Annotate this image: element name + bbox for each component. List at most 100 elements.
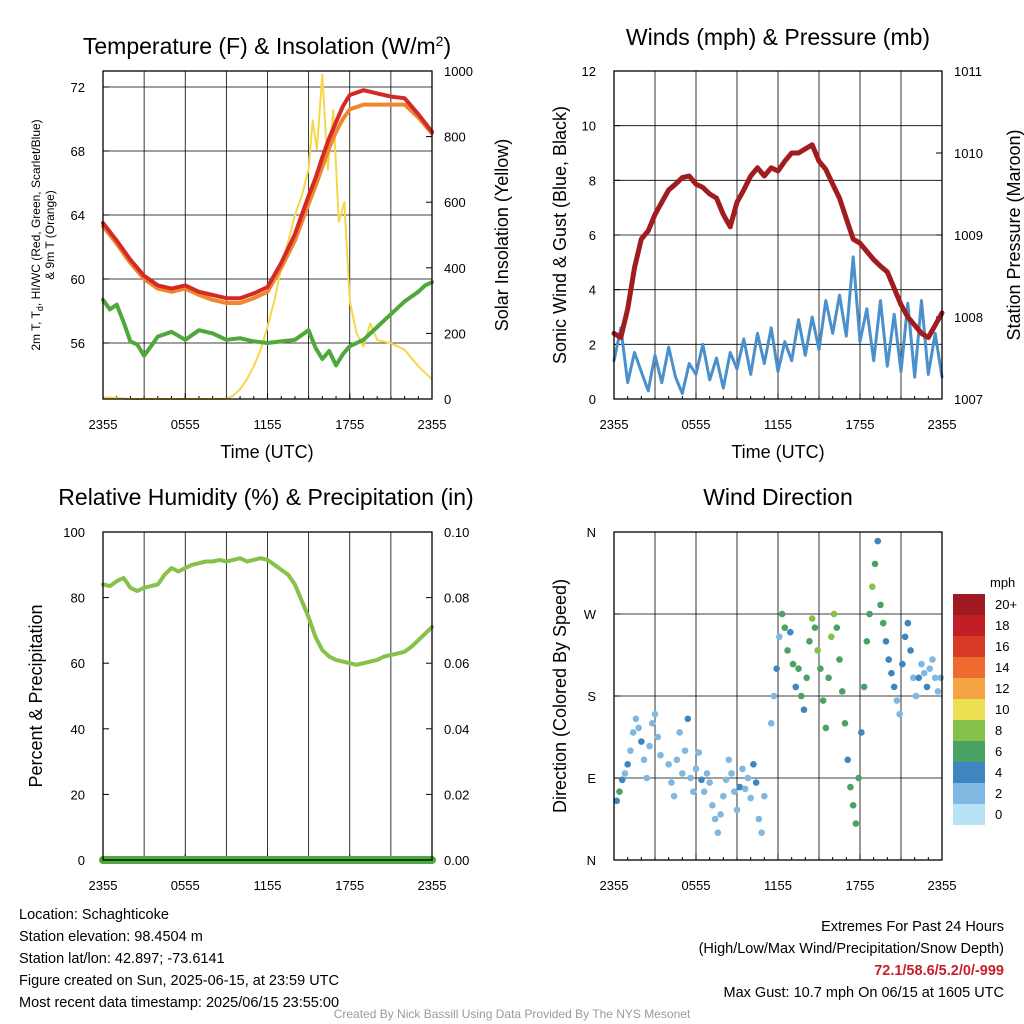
direction-point	[836, 656, 843, 663]
colorbar-label: 20+	[995, 597, 1017, 612]
direction-point	[937, 674, 944, 682]
direction-point	[828, 633, 835, 641]
x-tick-label: 1755	[846, 878, 875, 893]
direction-point	[695, 749, 703, 756]
direction-point	[643, 774, 651, 782]
direction-point	[648, 720, 656, 727]
series-station-pressure	[611, 142, 945, 340]
direction-point	[931, 674, 939, 682]
x-tick-label: 2355	[928, 417, 957, 432]
direction-point	[646, 742, 653, 750]
x-tick-label: 2355	[928, 878, 957, 893]
direction-point	[621, 770, 629, 777]
x-tick-label: 1155	[254, 878, 282, 893]
direction-point	[789, 660, 797, 668]
y2-tick-label: 0	[444, 392, 451, 407]
series-relative-humidity	[101, 556, 434, 667]
direction-point	[741, 785, 749, 793]
direction-point	[624, 761, 631, 768]
dir-ylabel-left: Direction (Colored By Speed)	[550, 579, 570, 813]
x-tick-label: 2355	[418, 878, 447, 893]
direction-point	[852, 820, 860, 827]
direction-point	[687, 774, 694, 782]
credit-text: Created By Nick Bassill Using Data Provi…	[333, 1007, 691, 1021]
direction-point	[797, 692, 805, 700]
series-td	[101, 280, 434, 368]
panel-humidity: 0 20 40 60 80 100 0.00 0.02 0.04 0.06 0.08 0.10 2355…	[63, 525, 469, 893]
direction-point	[616, 788, 623, 795]
y2-tick-label: 0.04	[444, 722, 469, 737]
x-tick-label: 1155	[764, 878, 792, 893]
direction-point	[934, 688, 942, 695]
direction-point	[858, 729, 865, 736]
extremes-subtitle: (High/Low/Max Wind/Precipitation/Snow De…	[698, 941, 1004, 957]
x-tick-label: 2355	[600, 417, 629, 432]
colorbar-label: 10	[995, 702, 1009, 717]
x-tick-label: 1755	[335, 417, 364, 432]
direction-point	[784, 647, 791, 654]
direction-point	[808, 615, 816, 622]
direction-point	[684, 715, 692, 723]
direction-point	[711, 815, 719, 823]
direction-point	[838, 688, 846, 695]
temp-ylabel-left: 2m T, Td, HI/WC (Red, Green, Scarlet/Blu…	[29, 119, 45, 350]
direction-point	[640, 756, 648, 764]
dir-panel-title: Wind Direction	[703, 484, 853, 510]
direction-point	[651, 710, 659, 718]
direction-point	[855, 774, 862, 782]
direction-point	[767, 720, 775, 727]
direction-point	[806, 638, 813, 645]
direction-point	[689, 788, 697, 795]
panel-direction: N E S W N 2355 0555 1155 1755 2355	[584, 525, 957, 893]
direction-point	[893, 697, 901, 704]
wind-panel-title: Winds (mph) & Pressure (mb)	[626, 24, 930, 50]
direction-point	[638, 738, 645, 745]
direction-point	[773, 665, 780, 672]
series-sonic-wind	[612, 255, 944, 395]
y2-tick-label: 1008	[954, 310, 983, 325]
direction-point	[863, 638, 871, 645]
colorbar-title: mph	[990, 575, 1015, 590]
station-info: Location: Schaghticoke Station elevation…	[19, 904, 339, 1014]
direction-point	[698, 776, 705, 784]
colorbar-swatch	[953, 657, 985, 678]
y2-tick-label: 0.00	[444, 853, 469, 868]
direction-point	[901, 633, 909, 641]
colorbar-label: 12	[995, 681, 1009, 696]
direction-point	[728, 770, 735, 777]
y-tick-label: W	[584, 607, 597, 622]
x-tick-label: 1755	[846, 417, 875, 432]
direction-point	[871, 560, 879, 568]
y-tick-label: 80	[71, 591, 85, 606]
direction-point	[844, 756, 851, 764]
y2-tick-label: 200	[444, 326, 466, 341]
direction-point	[709, 802, 716, 809]
y-tick-label: 72	[71, 80, 85, 95]
direction-point	[670, 792, 678, 800]
colorbar-swatch	[953, 741, 985, 762]
direction-point	[910, 674, 917, 682]
panel-temperature: 56 60 64 68 72 0 200 400 600 800 1000 2355 0555 1155 1…	[71, 64, 473, 432]
extremes-values: 72.1/58.6/5.2/0/-999	[874, 963, 1004, 979]
colorbar-swatch	[953, 804, 985, 825]
direction-point	[778, 610, 786, 618]
y2-tick-label: 0.08	[444, 591, 469, 606]
direction-point	[700, 788, 708, 795]
y2-tick-label: 1000	[444, 64, 473, 79]
speed-colorbar: 20+ 18 16 14 12 10 8 6 4 2 0	[953, 594, 1017, 825]
direction-point	[714, 829, 722, 836]
direction-point	[668, 779, 675, 786]
y-tick-label: 56	[71, 336, 85, 351]
y-tick-label: N	[587, 853, 596, 868]
direction-point	[681, 747, 689, 754]
direction-point	[800, 706, 808, 713]
colorbar-swatch	[953, 783, 985, 804]
direction-point	[787, 628, 794, 636]
y-tick-label: 0	[589, 392, 596, 407]
direction-point	[665, 761, 672, 768]
panel-wind: 0 2 4 6 8 10 12 1007 1008 1009 1010 1011 2355 0555 115…	[582, 64, 983, 432]
wind-ylabel-left: Sonic Wind & Gust (Blue, Black)	[550, 106, 570, 364]
y2-tick-label: 800	[444, 130, 466, 145]
direction-point	[744, 774, 752, 782]
direction-point	[830, 610, 838, 618]
